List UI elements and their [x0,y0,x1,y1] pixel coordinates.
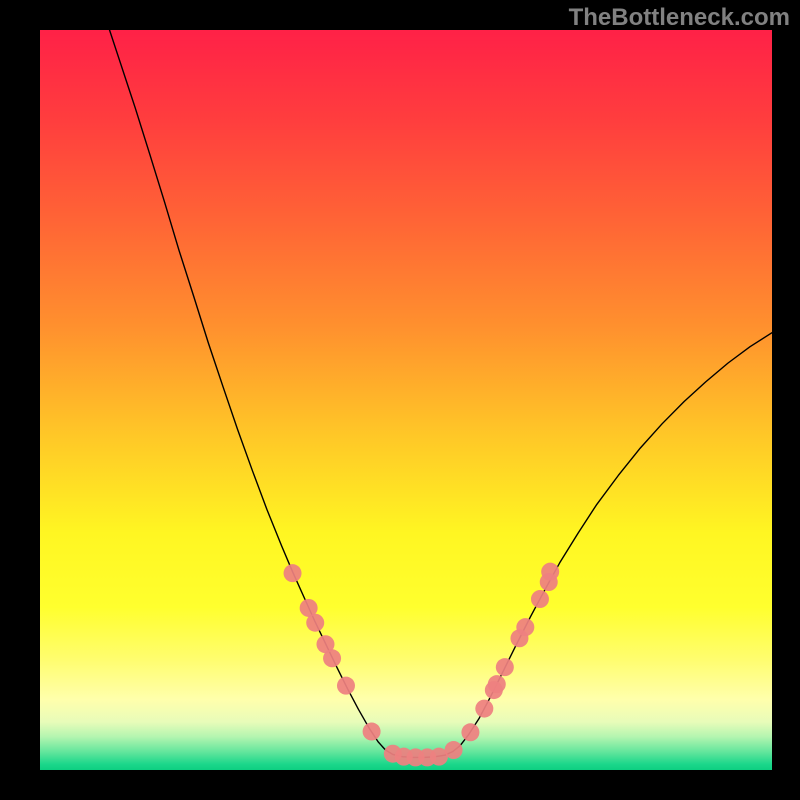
watermark-text: TheBottleneck.com [569,4,790,32]
data-marker [475,700,493,718]
data-marker [284,564,302,582]
data-marker [363,723,381,741]
data-marker [488,675,506,693]
plot-svg [40,30,772,770]
data-marker [337,677,355,695]
gradient-background [40,30,772,770]
data-marker [323,649,341,667]
data-marker [496,658,514,676]
data-marker [445,741,463,759]
data-marker [531,590,549,608]
data-marker [516,618,534,636]
chart-root: TheBottleneck.com [0,0,800,800]
data-marker [541,563,559,581]
data-marker [461,723,479,741]
data-marker [306,614,324,632]
plot-area [40,30,772,770]
